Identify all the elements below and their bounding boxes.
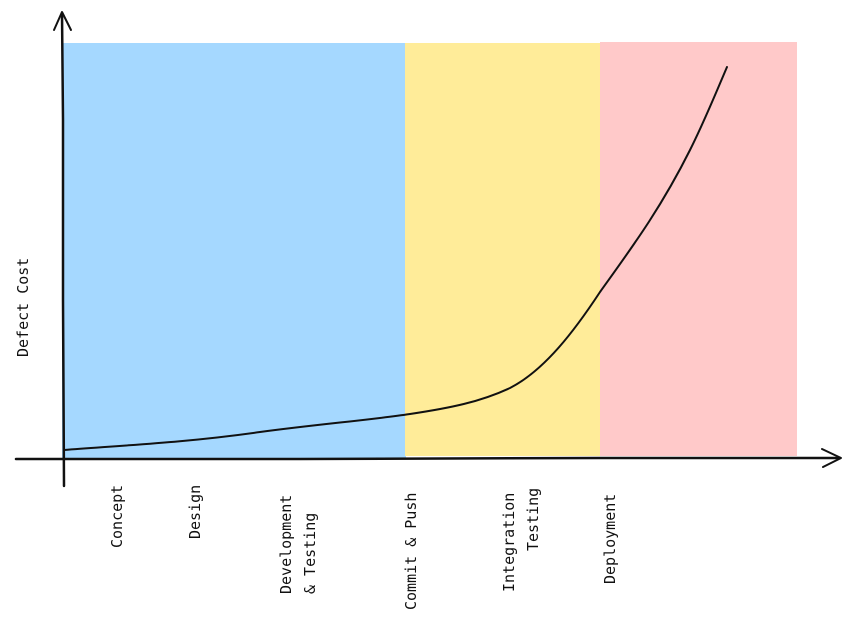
zone-early-phase bbox=[62, 43, 406, 458]
zone-integration-phase bbox=[405, 43, 601, 456]
category-label-integration-testing-line-1: Testing bbox=[524, 488, 542, 551]
category-label-development-testing: Development & Testing bbox=[277, 495, 319, 594]
category-label-development-testing-line-0: Development bbox=[277, 495, 295, 594]
defect-cost-curve bbox=[63, 66, 728, 451]
category-label-design: Design bbox=[186, 485, 204, 539]
category-label-integration-testing: Integration Testing bbox=[500, 488, 542, 592]
category-label-concept: Concept bbox=[108, 485, 126, 548]
category-label-design-line-0: Design bbox=[186, 485, 204, 539]
zone-deployment-phase bbox=[600, 42, 797, 456]
category-label-development-testing-line-1: & Testing bbox=[301, 513, 319, 594]
category-label-deployment-line-0: Deployment bbox=[601, 494, 619, 584]
category-label-deployment: Deployment bbox=[601, 494, 619, 584]
y-axis-arrowhead bbox=[53, 11, 72, 31]
x-axis-arrowhead bbox=[821, 448, 842, 468]
x-axis-line bbox=[14, 456, 842, 461]
category-label-commit-push-line-0: Commit & Push bbox=[402, 493, 420, 610]
category-label-commit-push: Commit & Push bbox=[402, 493, 420, 610]
category-label-concept-line-0: Concept bbox=[108, 485, 126, 548]
y-axis-label: Defect Cost bbox=[14, 258, 32, 357]
y-axis-line bbox=[60, 11, 66, 488]
category-label-integration-testing-line-0: Integration bbox=[500, 493, 518, 592]
